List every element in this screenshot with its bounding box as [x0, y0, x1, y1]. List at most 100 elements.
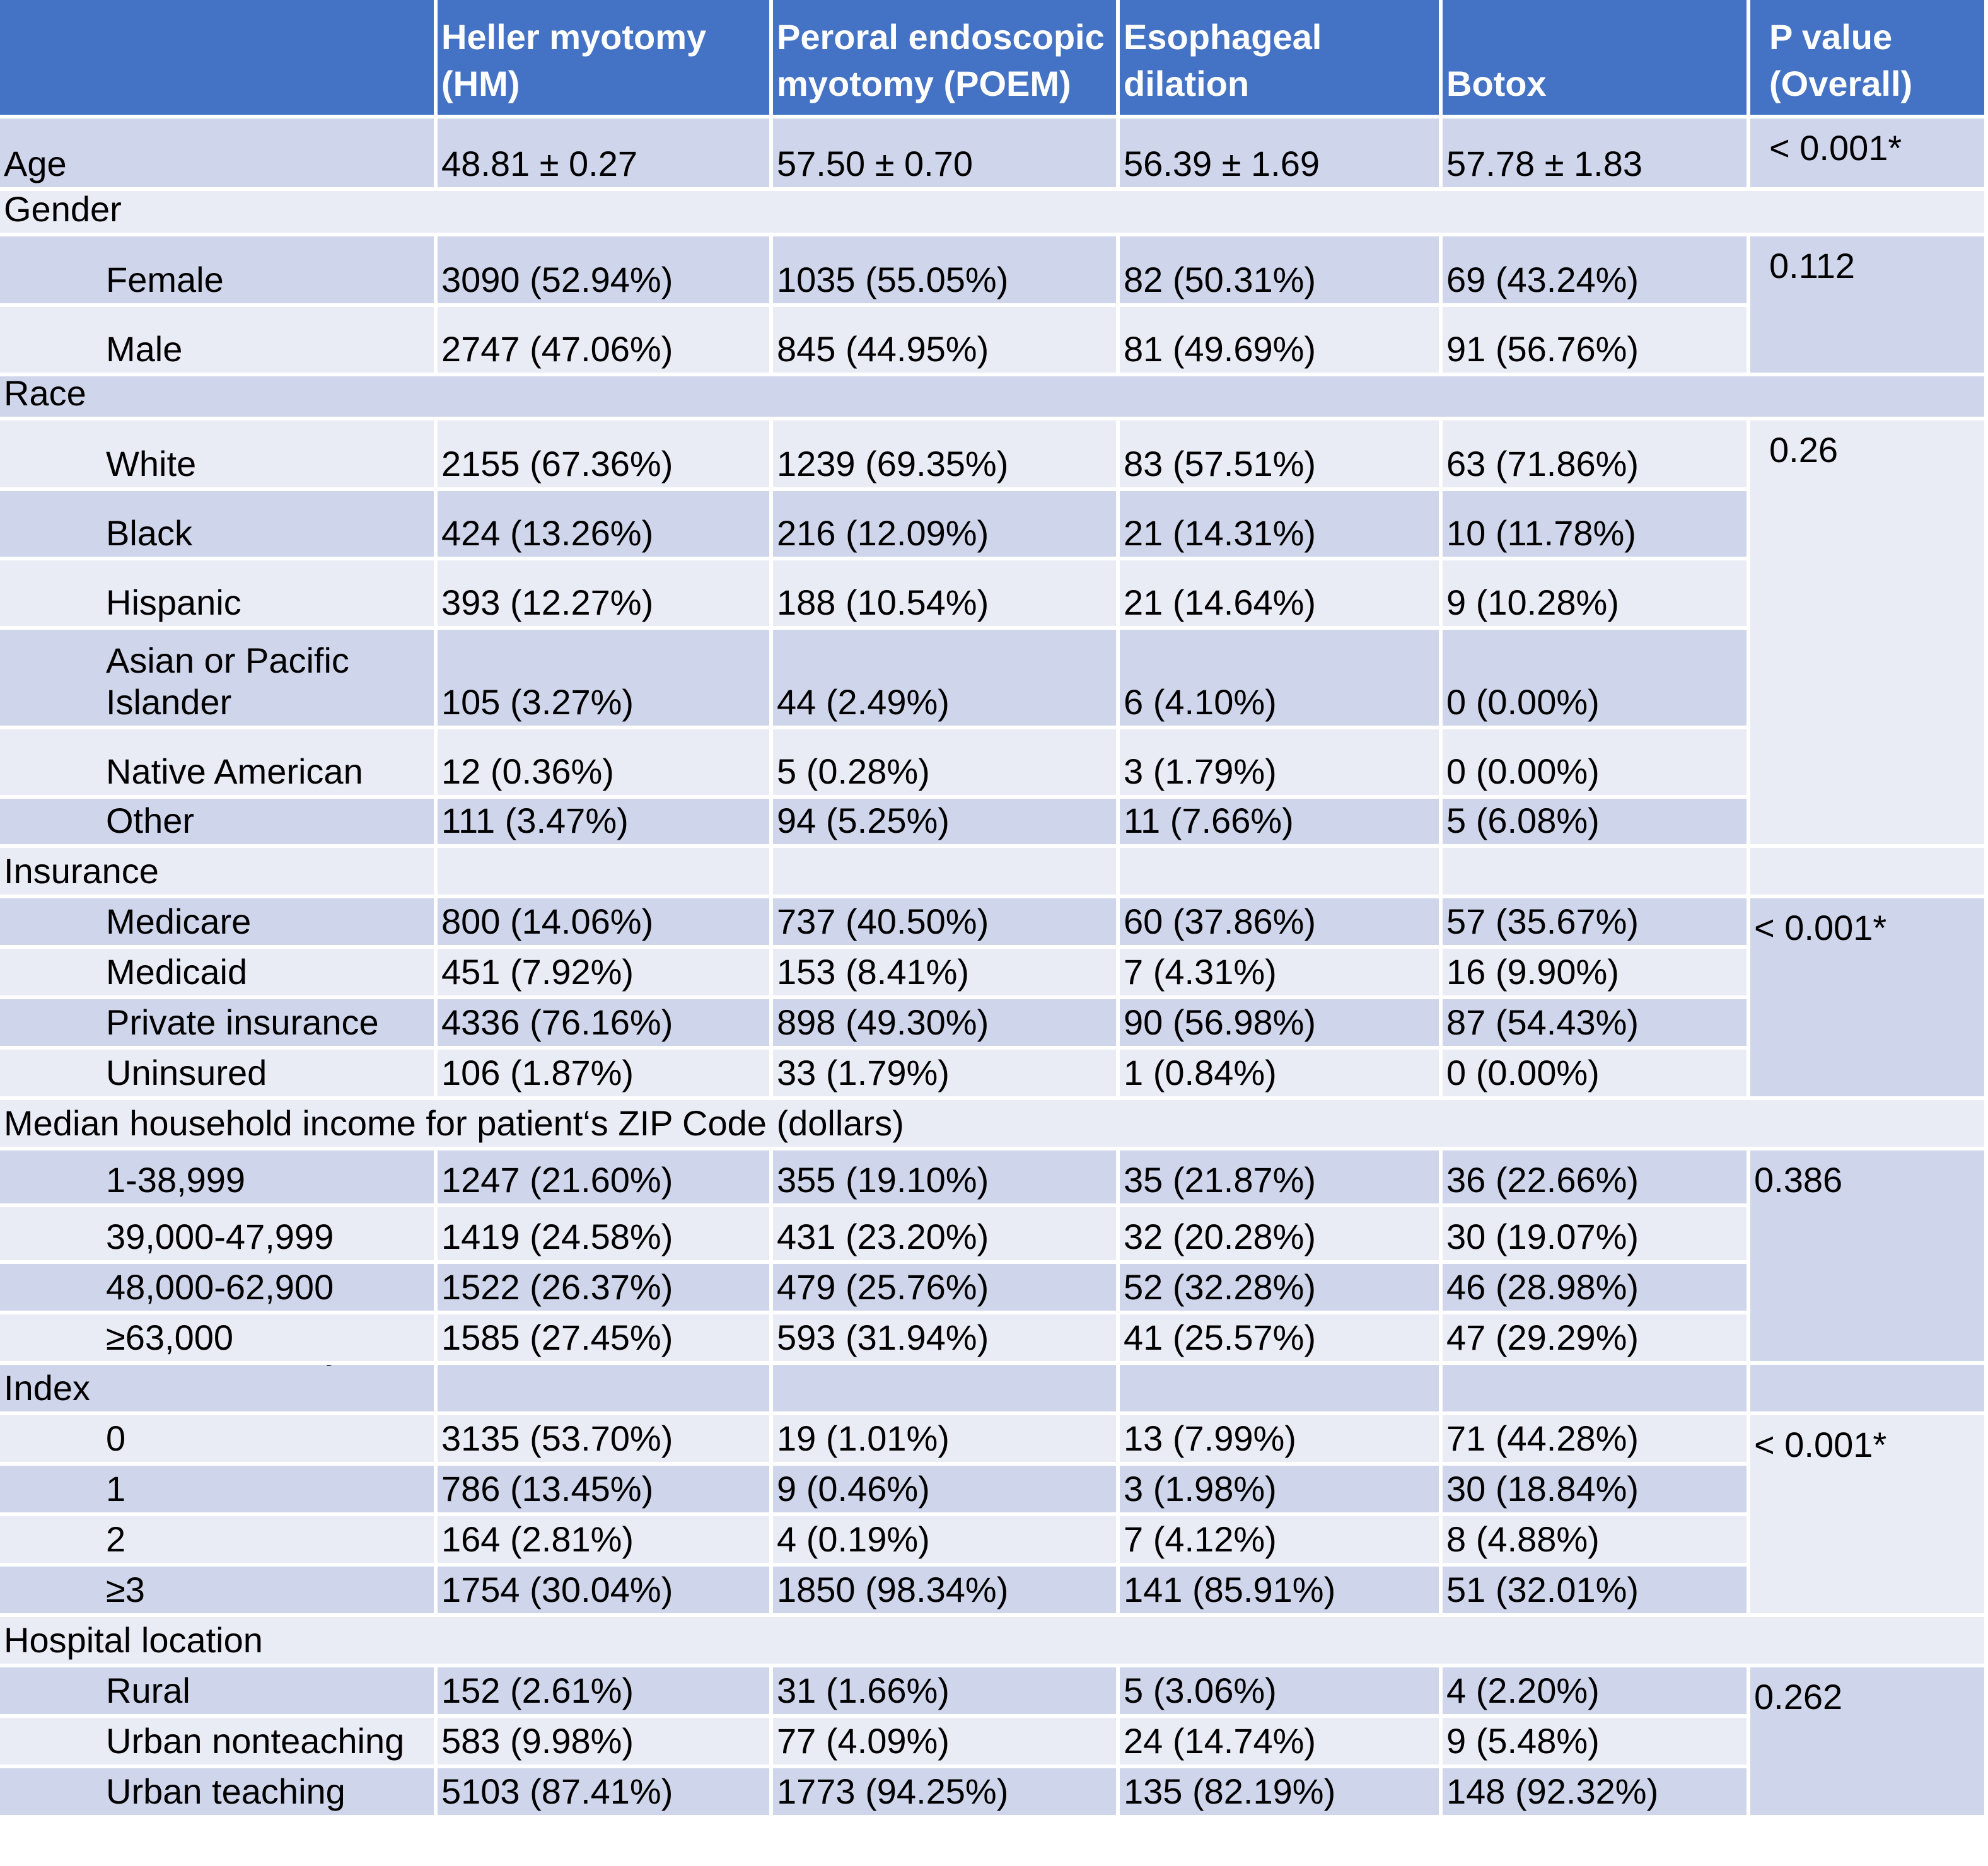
value-cell: 31 (1.66%) — [773, 1667, 1120, 1718]
row-label: 48,000-62,900 — [106, 1267, 334, 1307]
cell-value: 4 (2.20%) — [1446, 1671, 1600, 1710]
cell-value: 111 (3.47%) — [441, 801, 629, 840]
row-label: Asian or Pacific Islander — [106, 640, 349, 722]
header-label: Peroral endoscopic myotomy (POEM) — [777, 17, 1105, 103]
row-label: ≥63,000 — [106, 1318, 234, 1357]
value-cell: 19 (1.01%) — [773, 1415, 1120, 1466]
value-cell — [1443, 1365, 1750, 1415]
row-label: Hospital location — [4, 1620, 263, 1660]
value-cell: 63 (71.86%) — [1443, 420, 1750, 491]
cell-value: 82 (50.31%) — [1124, 260, 1317, 299]
value-cell: 5 (3.06%) — [1120, 1667, 1443, 1718]
table-row: Medicare 800 (14.06%) 737 (40.50%) 60 (37.8… — [0, 898, 1988, 949]
cell-value: 5 (6.08%) — [1446, 801, 1600, 840]
cell-value: 141 (85.91%) — [1124, 1570, 1336, 1609]
cell-value: 898 (49.30%) — [777, 1002, 989, 1042]
table-row: Asian or Pacific Islander 105 (3.27%) 44 (… — [0, 630, 1988, 729]
table-row: ≥63,000 1585 (27.45%) 593 (31.94%) 41 (25.5… — [0, 1314, 1988, 1365]
value-cell: 57.50 ± 0.70 — [773, 119, 1120, 191]
row-label: Gender — [4, 191, 122, 229]
value-cell: 21 (14.31%) — [1120, 491, 1443, 560]
value-cell: 105 (3.27%) — [438, 630, 773, 729]
cell-value: 44 (2.49%) — [777, 682, 950, 722]
cell-value: 60 (37.86%) — [1124, 901, 1317, 941]
value-cell: 1419 (24.58%) — [438, 1207, 773, 1264]
value-cell: 3135 (53.70%) — [438, 1415, 773, 1466]
cell-value: 5 (0.28%) — [777, 751, 930, 791]
value-cell: 41 (25.57%) — [1120, 1314, 1443, 1365]
value-cell: 1585 (27.45%) — [438, 1314, 773, 1365]
cell-value: 164 (2.81%) — [441, 1519, 634, 1559]
value-cell — [438, 848, 773, 898]
value-cell: 786 (13.45%) — [438, 1466, 773, 1516]
value-cell: 1 (0.84%) — [1120, 1050, 1443, 1100]
row-label-cell: Other — [0, 799, 438, 848]
value-cell: 60 (37.86%) — [1120, 898, 1443, 949]
value-cell: 33 (1.79%) — [773, 1050, 1120, 1100]
header-label: Botox — [1446, 64, 1547, 103]
value-cell: 6 (4.10%) — [1120, 630, 1443, 729]
section-row: Hospital location — [0, 1617, 1988, 1667]
header-cell: Botox — [1443, 0, 1750, 119]
cell-value: 69 (43.24%) — [1446, 260, 1639, 299]
value-cell: 164 (2.81%) — [438, 1516, 773, 1567]
cell-value: 188 (10.54%) — [777, 582, 989, 622]
header-label: P value (Overall) — [1769, 17, 1913, 103]
value-cell — [1120, 848, 1443, 898]
value-cell: 90 (56.98%) — [1120, 999, 1443, 1050]
pvalue-text: < 0.001* — [1754, 908, 1887, 947]
value-cell: 9 (10.28%) — [1443, 560, 1750, 630]
table-row: Uninsured 106 (1.87%) 33 (1.79%) 1 (0.84%) 0… — [0, 1050, 1988, 1100]
cell-value: 431 (23.20%) — [777, 1217, 989, 1256]
cell-value: 845 (44.95%) — [777, 329, 989, 369]
row-label-cell: 39,000-47,999 — [0, 1207, 438, 1264]
header-row: Heller myotomy (HM) Peroral endoscopic my… — [0, 0, 1988, 119]
cell-value: 87 (54.43%) — [1446, 1002, 1639, 1042]
table-row: Native American 12 (0.36%) 5 (0.28%) 3 (1.7… — [0, 729, 1988, 799]
cell-value: 94 (5.25%) — [777, 801, 950, 840]
cell-value: 30 (18.84%) — [1446, 1469, 1639, 1509]
cell-value: 6 (4.10%) — [1124, 682, 1277, 722]
cell-value: 47 (29.29%) — [1446, 1318, 1639, 1357]
cell-value: 12 (0.36%) — [441, 751, 614, 791]
cell-value: 71 (44.28%) — [1446, 1418, 1639, 1458]
value-cell: 21 (14.64%) — [1120, 560, 1443, 630]
cell-value: 7 (4.12%) — [1124, 1519, 1277, 1559]
row-label: 39,000-47,999 — [106, 1217, 334, 1256]
value-cell: 69 (43.24%) — [1443, 236, 1750, 307]
value-cell: 91 (56.76%) — [1443, 307, 1750, 376]
cell-value: 57 (35.67%) — [1446, 901, 1639, 941]
cell-value: 24 (14.74%) — [1124, 1721, 1317, 1761]
value-cell: 1247 (21.60%) — [438, 1150, 773, 1207]
row-label-cell: Rural — [0, 1667, 438, 1718]
value-cell: 1773 (94.25%) — [773, 1768, 1120, 1819]
cell-value: 31 (1.66%) — [777, 1671, 950, 1710]
value-cell: 2747 (47.06%) — [438, 307, 773, 376]
header-cell: Heller myotomy (HM) — [438, 0, 773, 119]
row-label-cell: Hispanic — [0, 560, 438, 630]
value-cell: 46 (28.98%) — [1443, 1264, 1750, 1314]
value-cell: 48.81 ± 0.27 — [438, 119, 773, 191]
cell-value: 41 (25.57%) — [1124, 1318, 1317, 1357]
section-row: Median household income for patient‘s ZI… — [0, 1100, 1988, 1150]
row-label-cell: 0 — [0, 1415, 438, 1466]
header-label: Heller myotomy (HM) — [441, 17, 707, 103]
cell-value: 33 (1.79%) — [777, 1053, 950, 1092]
cell-value: 2155 (67.36%) — [441, 444, 673, 484]
row-label-cell: Age — [0, 119, 438, 191]
row-label: 1 — [106, 1469, 126, 1509]
cell-value: 3 (1.98%) — [1124, 1469, 1277, 1509]
value-cell: 152 (2.61%) — [438, 1667, 773, 1718]
cell-value: 35 (21.87%) — [1124, 1160, 1317, 1200]
value-cell: 583 (9.98%) — [438, 1718, 773, 1768]
cell-value: 1754 (30.04%) — [441, 1570, 673, 1609]
cell-value: 9 (0.46%) — [777, 1469, 930, 1509]
value-cell: 35 (21.87%) — [1120, 1150, 1443, 1207]
value-cell: 36 (22.66%) — [1443, 1150, 1750, 1207]
cell-value: 451 (7.92%) — [441, 952, 634, 992]
cell-value: 355 (19.10%) — [777, 1160, 989, 1200]
cell-value: 57.50 ± 0.70 — [777, 144, 973, 183]
table-row: Charlson Comorbidity Index — [0, 1365, 1988, 1415]
row-label-cell: 1 — [0, 1466, 438, 1516]
table-row: Private insurance 4336 (76.16%) 898 (49.30… — [0, 999, 1988, 1050]
